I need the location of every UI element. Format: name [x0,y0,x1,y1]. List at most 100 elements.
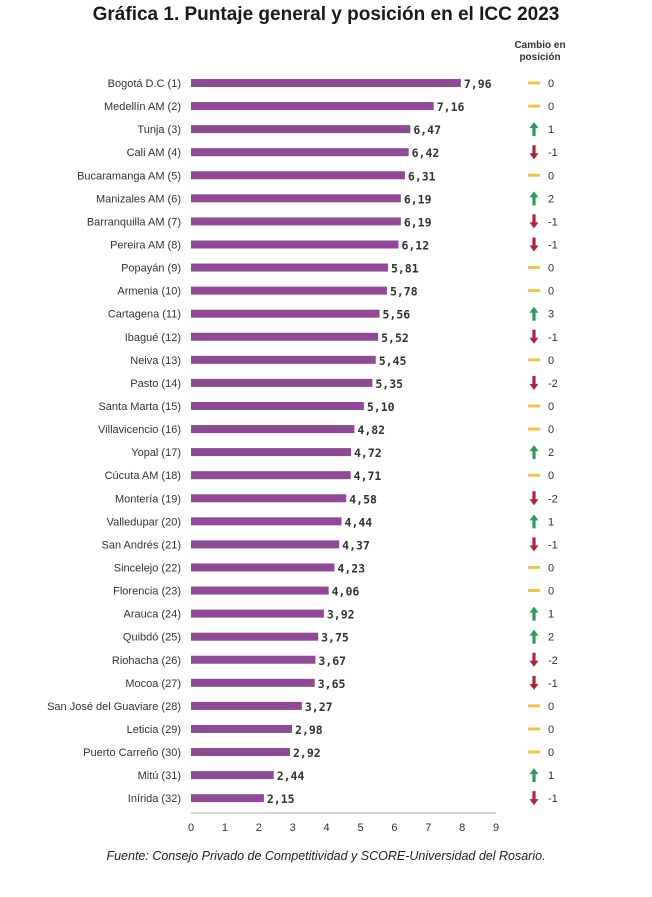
bar-chart: 0 1 2 3 4 5 6 7 8 9 Bogotá D.C (1) 7,96 0 Medellín AM… [47,77,558,834]
bar [191,125,411,134]
category-label: Riohacha (26) [112,655,181,667]
bar [191,609,324,618]
down-arrow-icon [529,675,539,690]
down-arrow-icon [529,375,539,390]
bar [191,79,461,87]
up-arrow-icon [529,306,539,321]
category-label: Cartagena (11) [108,309,181,321]
position-change-value: -1 [548,678,558,690]
no-change-dash-icon [528,266,540,270]
value-label: 6,19 [404,215,432,229]
down-arrow-icon [529,237,539,252]
x-tick-label: 8 [459,822,465,834]
value-label: 6,12 [401,238,429,252]
down-arrow-icon [529,214,539,229]
category-label: Montería (19) [115,493,181,505]
down-arrow-icon [529,791,539,806]
position-change-value: 0 [548,747,554,759]
bar [191,401,364,410]
position-change-value: 0 [548,724,554,736]
bar [191,448,352,457]
position-change-value: 1 [548,609,554,621]
position-change-header: Cambio en posición [498,40,582,64]
category-label: Inírida (32) [128,793,181,805]
value-label: 5,56 [382,308,410,322]
bar [191,701,302,710]
no-change-dash-icon [528,81,540,85]
value-label: 5,81 [391,262,419,276]
position-change-value: -2 [548,493,558,505]
position-change-value: 2 [548,447,554,459]
no-change-dash-icon [528,589,540,593]
category-label: Cali AM (4) [127,147,181,159]
category-label: Ibagué (12) [125,332,181,344]
value-label: 5,35 [375,377,403,391]
category-label: Neiva (13) [130,355,181,367]
value-label: 5,52 [381,331,409,345]
position-change-header-line2: posición [519,52,561,63]
category-label: Mocoa (27) [125,678,181,690]
bar [191,540,340,549]
category-label: Puerto Carreño (30) [83,747,181,759]
position-change-value: -1 [548,332,558,344]
category-label: Cúcuta AM (18) [105,470,181,482]
value-label: 6,47 [413,123,441,137]
bar [191,286,387,295]
value-label: 3,92 [327,608,355,622]
position-change-value: 0 [548,401,554,413]
value-label: 3,75 [321,631,349,645]
position-change-value: 1 [548,124,554,136]
category-label: Manizales AM (6) [96,193,181,205]
bar [191,332,379,341]
bar [191,217,401,226]
category-label: Quibdó (25) [123,632,181,644]
position-change-value: -1 [548,239,558,251]
down-arrow-icon [529,537,539,552]
bar [191,148,409,157]
bar [191,378,373,387]
value-label: 2,98 [295,723,323,737]
position-change-value: 2 [548,193,554,205]
position-change-value: -1 [548,793,558,805]
bar [191,632,319,641]
position-change-value: -1 [548,539,558,551]
x-tick-label: 7 [425,822,431,834]
x-tick-label: 1 [222,822,228,834]
position-change-value: -2 [548,655,558,667]
value-label: 7,96 [464,77,492,91]
bar [191,171,405,180]
value-label: 4,44 [345,515,373,529]
no-change-dash-icon [528,289,540,293]
bar [191,494,347,503]
value-label: 4,06 [332,585,360,599]
down-arrow-icon [529,652,539,667]
x-tick-label: 9 [493,822,499,834]
x-tick-label: 4 [324,822,330,834]
no-change-dash-icon [528,727,540,731]
value-label: 4,37 [342,538,370,552]
bar [191,309,380,318]
value-label: 4,58 [349,492,377,506]
category-label: Villavicencio (16) [98,424,181,436]
bar [191,678,315,687]
category-label: Florencia (23) [113,586,181,598]
bar [191,748,290,757]
category-label: Pasto (14) [130,378,181,390]
position-change-value: 0 [548,101,554,113]
value-label: 6,42 [412,146,440,160]
position-change-value: 0 [548,470,554,482]
position-change-value: -2 [548,378,558,390]
x-tick-label: 3 [290,822,296,834]
up-arrow-icon [529,768,539,783]
x-tick-label: 6 [391,822,397,834]
position-change-value: 3 [548,309,554,321]
value-label: 3,65 [318,677,346,691]
position-change-value: 1 [548,516,554,528]
up-arrow-icon [529,514,539,529]
category-label: Armenia (10) [117,286,181,298]
no-change-dash-icon [528,565,540,569]
position-change-value: 0 [548,263,554,275]
x-tick-label: 2 [256,822,262,834]
value-label: 2,92 [293,746,321,760]
value-label: 6,19 [404,192,432,206]
